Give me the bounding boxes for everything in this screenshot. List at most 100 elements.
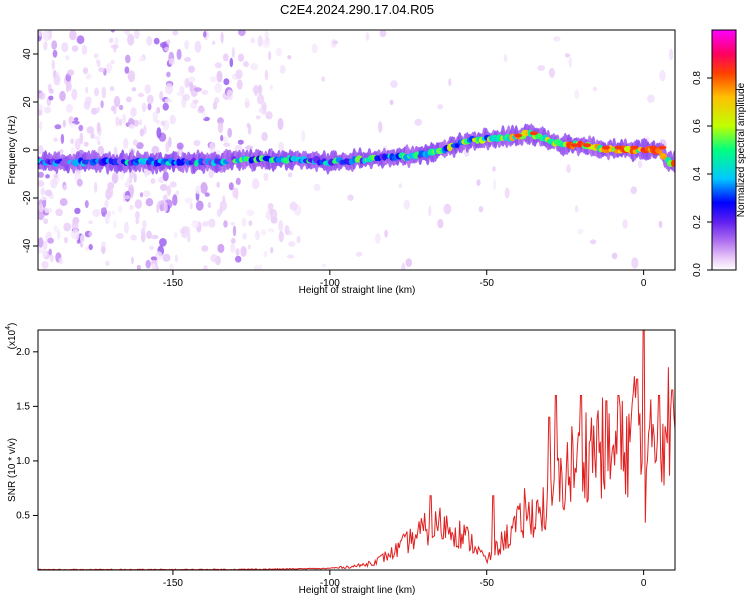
ridge-hotspot [614,145,623,150]
noise-blob [60,133,65,144]
noise-blob [264,69,269,81]
noise-blob [287,172,293,178]
noise-blob [232,187,237,199]
x-tick-label: -100 [320,578,340,589]
noise-blob [220,31,224,44]
noise-blob [176,142,184,150]
noise-blob [212,101,218,110]
noise-blob [113,106,117,115]
noise-blob [234,144,243,152]
noise-blob [127,33,135,46]
noise-blob [169,114,176,125]
noise-blob [133,30,140,40]
noise-blob [187,231,191,243]
y-tick-label: 1.5 [16,401,30,412]
noise-blob [250,62,259,71]
noise-blob [250,37,256,44]
noise-blob [235,177,241,185]
noise-blob [53,173,59,179]
noise-blob [92,209,101,217]
noise-blob [79,132,84,145]
noise-blob [137,92,144,98]
noise-blob [162,102,169,111]
noise-blob [268,50,272,61]
noise-blob [631,257,639,269]
noise-blob [124,221,129,234]
y-tick-label: 1.0 [16,456,30,467]
noise-blob [145,259,151,269]
noise-blob [85,86,89,94]
noise-blob [123,138,129,149]
spectrogram-x-axis-label: Height of straight line (km) [299,285,416,296]
noise-blob [47,237,54,244]
noise-blob [163,201,168,213]
noise-blob [503,54,508,63]
noise-blob [236,79,243,90]
noise-blob [61,42,69,53]
y-tick-label: -20 [22,190,33,205]
noise-blob [74,138,81,151]
noise-blob [261,131,268,142]
noise-blob [214,62,222,69]
noise-blob [43,30,51,42]
noise-blob [255,115,261,120]
noise-blob [287,55,292,60]
noise-blob [106,63,113,70]
noise-blob [166,185,172,197]
noise-blob [98,67,105,73]
noise-blob [68,123,77,128]
noise-blob [59,90,66,102]
noise-blob [311,43,318,54]
noise-blob [55,208,63,217]
snr-y-multiplier-exponent: 4 [5,326,12,330]
noise-blob [589,239,597,245]
noise-blob [38,247,44,254]
ridge-hotspot [649,145,657,150]
noise-blob [151,145,160,155]
noise-blob [139,128,144,137]
noise-blob [390,80,398,88]
noise-blob [230,243,236,254]
snr-series [38,330,675,570]
noise-blob [122,113,126,124]
noise-blob [622,219,628,229]
snr-x-ticks: -150 -100 -50 0 [163,570,647,589]
noise-blob [172,194,178,206]
colorbar-ticks: 0.0 0.2 0.4 0.6 0.8 [692,71,712,277]
x-tick-label: -50 [479,578,494,589]
noise-blob [216,70,223,83]
noise-blob [246,209,255,216]
noise-blob [129,204,134,210]
noise-blob [159,238,167,247]
noise-blob [478,206,484,213]
noise-blob [214,82,222,94]
noise-blob [51,59,55,70]
noise-blob [184,197,193,204]
noise-blob [262,38,271,49]
noise-blob [175,190,180,196]
colorbar-label: Normalized spectral amplitude [736,82,747,217]
noise-blob [38,30,43,37]
noise-blob [574,89,580,99]
noise-blob [242,233,247,240]
snr-y-ticks: 0.5 1.0 1.5 2.0 [16,347,38,521]
noise-blob [174,231,178,239]
noise-blob [138,119,143,126]
noise-blob [204,192,210,197]
noise-blob [69,30,77,41]
noise-blob [88,220,94,225]
noise-blob [93,53,99,59]
noise-blob [110,44,119,49]
spectrogram-y-ticks: -40 -20 0 20 40 [22,48,38,253]
snr-line [38,330,675,570]
noise-blob [83,141,89,147]
noise-blob [252,178,260,190]
noise-blob [209,141,216,153]
noise-blob [100,241,107,247]
noise-blob [108,187,114,197]
snr-y-axis-label: SNR (10 * v/v) [7,438,18,502]
noise-blob [414,118,423,126]
noise-blob [146,94,154,105]
noise-blob [247,244,251,250]
noise-blob [76,35,85,45]
